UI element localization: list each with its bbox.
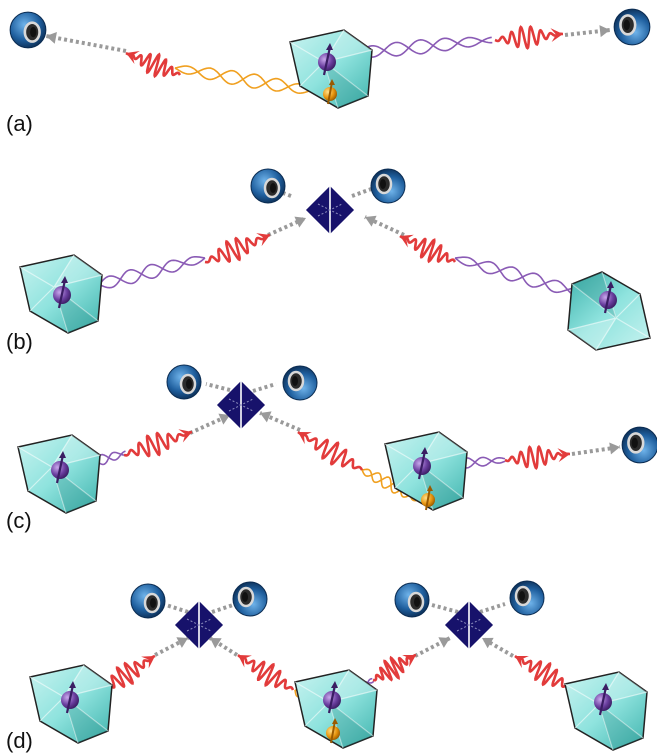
beam-splitter-icon [305, 185, 355, 235]
single-photon-detector-icon [8, 10, 48, 50]
fiber-link [165, 603, 189, 614]
single-photon-detector-icon [620, 425, 657, 465]
single-photon-detector-icon [508, 579, 546, 617]
fiber-arrow-icon [46, 31, 57, 44]
fiber-arrow-icon [210, 638, 222, 649]
photon-wavepacket-icon [372, 653, 417, 682]
photon-wavepacket-icon [514, 654, 572, 689]
photon-arrow-icon [126, 51, 140, 65]
photon-arrow-icon [238, 655, 252, 668]
single-photon-detector-icon [393, 581, 431, 619]
single-photon-detector-icon [129, 582, 167, 620]
single-photon-detector-icon [281, 364, 319, 402]
fiber-arrow-icon [218, 413, 230, 425]
photon-wavepacket-icon [399, 234, 457, 264]
fiber-link [431, 603, 459, 614]
single-photon-detector-icon [231, 580, 269, 618]
fiber-link [252, 382, 277, 393]
diamond-crystal-icon [567, 271, 651, 351]
fiber-arrow-icon [482, 637, 494, 649]
photon-wavepacket-icon [494, 24, 563, 50]
single-photon-detector-icon [249, 167, 287, 205]
fiber-link [479, 602, 506, 614]
single-photon-detector-icon [369, 167, 407, 205]
photon-wavepacket-icon [123, 430, 193, 458]
fiber-arrow-icon [260, 411, 272, 423]
photon-arrow-icon [141, 656, 155, 669]
photon-wavepacket-icon [102, 654, 156, 692]
photon-arrow-icon [515, 655, 529, 669]
fiber-link [364, 215, 405, 237]
fiber-link [571, 445, 621, 456]
fiber-arrow-icon [294, 216, 306, 228]
panel-label-a: (a) [6, 111, 33, 136]
fiber-link [211, 602, 237, 614]
photon-wavepacket-icon [125, 51, 182, 79]
fiber-arrow-icon [609, 442, 620, 455]
photon-wavepacket-icon [504, 444, 570, 471]
panel-label-b: (b) [6, 329, 33, 354]
fiber-link [205, 382, 231, 392]
photon-arrow-icon [256, 233, 270, 247]
photon-arrow-icon [178, 429, 192, 443]
fiber-link [45, 34, 127, 53]
single-photon-detector-icon [612, 7, 652, 47]
photon-arrow-icon [298, 432, 312, 445]
fiber-link [267, 216, 307, 237]
fiber-link [351, 186, 375, 198]
entanglement-helix [174, 67, 320, 96]
panel-label-d: (d) [6, 728, 33, 753]
photon-wavepacket-icon [297, 430, 364, 471]
photon-arrow-icon [400, 234, 414, 248]
fiber-arrow-icon [599, 25, 610, 38]
photon-arrow-icon [557, 448, 570, 463]
fiber-arrow-icon [365, 215, 377, 227]
entanglement-helix [174, 65, 321, 95]
photon-wavepacket-icon [204, 233, 271, 264]
entanglement-helix [454, 256, 591, 298]
panel-label-c: (c) [6, 508, 32, 533]
photon-arrow-icon [550, 28, 563, 43]
fiber-arrow-icon [438, 637, 450, 648]
photon-arrow-icon [402, 654, 416, 668]
photon-wavepacket-icon [237, 653, 295, 691]
fiber-arrow-icon [176, 637, 188, 648]
single-photon-detector-icon [165, 363, 203, 401]
